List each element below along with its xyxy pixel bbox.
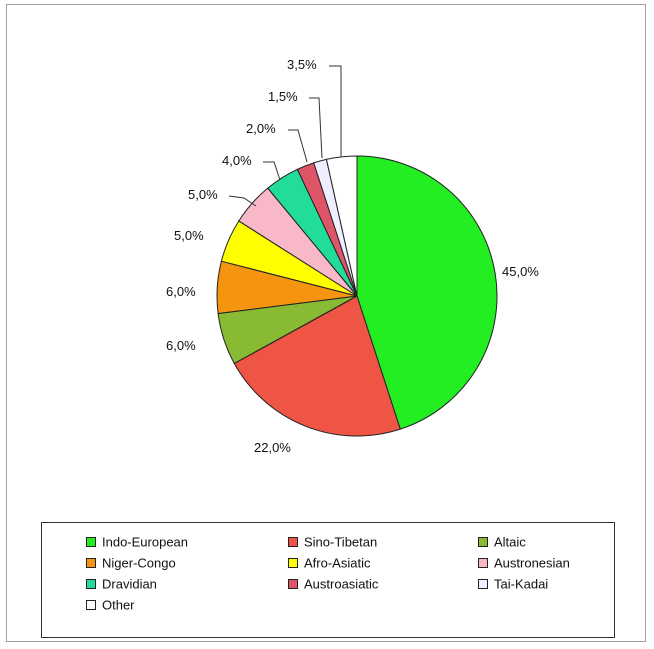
legend-label: Other [102, 597, 135, 613]
legend-swatch [86, 578, 96, 589]
leader-line [329, 65, 342, 157]
data-label: 45,0% [502, 264, 539, 279]
data-label: 6,0% [166, 284, 196, 299]
pie-slice-other [325, 155, 358, 297]
legend-item: Afro-Asiatic [288, 554, 370, 572]
legend-swatch [288, 578, 298, 589]
legend-item: Altaic [478, 533, 526, 551]
legend-label: Indo-European [102, 534, 189, 550]
legend-label: Niger-Congo [102, 555, 176, 571]
legend-swatch [86, 536, 96, 547]
leader-line [288, 129, 308, 163]
legend-swatch [288, 557, 298, 568]
leader-line [263, 161, 281, 181]
leader-line [228, 195, 257, 207]
legend: Indo-European Sino-Tibetan Altaic Niger-Con… [41, 522, 615, 638]
legend-label: Sino-Tibetan [304, 534, 378, 550]
legend-swatch [86, 557, 96, 568]
data-label: 5,0% [188, 187, 218, 202]
data-label: 1,5% [268, 89, 298, 104]
legend-swatch [288, 536, 298, 547]
legend-swatch [478, 536, 488, 547]
legend-item: Niger-Congo [86, 554, 176, 572]
data-label: 2,0% [246, 121, 276, 136]
legend-swatch [478, 557, 488, 568]
legend-item: Austroasiatic [288, 575, 378, 593]
pie-slice-sino-tibetan [233, 295, 401, 437]
legend-label: Austronesian [494, 555, 570, 571]
data-label: 4,0% [222, 153, 252, 168]
legend-item: Austronesian [478, 554, 570, 572]
legend-label: Dravidian [102, 576, 157, 592]
data-label: 5,0% [174, 228, 204, 243]
legend-label: Austroasiatic [304, 576, 379, 592]
legend-label: Afro-Asiatic [304, 555, 371, 571]
legend-item: Indo-European [86, 533, 188, 551]
leader-lines [228, 65, 342, 207]
legend-label: Tai-Kadai [494, 576, 549, 592]
data-label: 22,0% [254, 440, 291, 455]
data-labels: 45,0% 22,0% 6,0% 6,0% 5,0% 5,0% 4,0% 2,0% 1,5% 3,… [166, 57, 539, 455]
legend-item: Sino-Tibetan [288, 533, 377, 551]
legend-label: Altaic [494, 534, 526, 550]
data-label: 3,5% [287, 57, 317, 72]
legend-item: Tai-Kadai [478, 575, 548, 593]
pie-slice-indo-european [356, 155, 498, 430]
legend-swatch [478, 578, 488, 589]
leader-line [309, 97, 323, 159]
legend-item: Dravidian [86, 575, 157, 593]
legend-swatch [86, 599, 96, 610]
pie-slices [216, 155, 498, 437]
data-label: 6,0% [166, 338, 196, 353]
legend-item: Other [86, 596, 135, 614]
